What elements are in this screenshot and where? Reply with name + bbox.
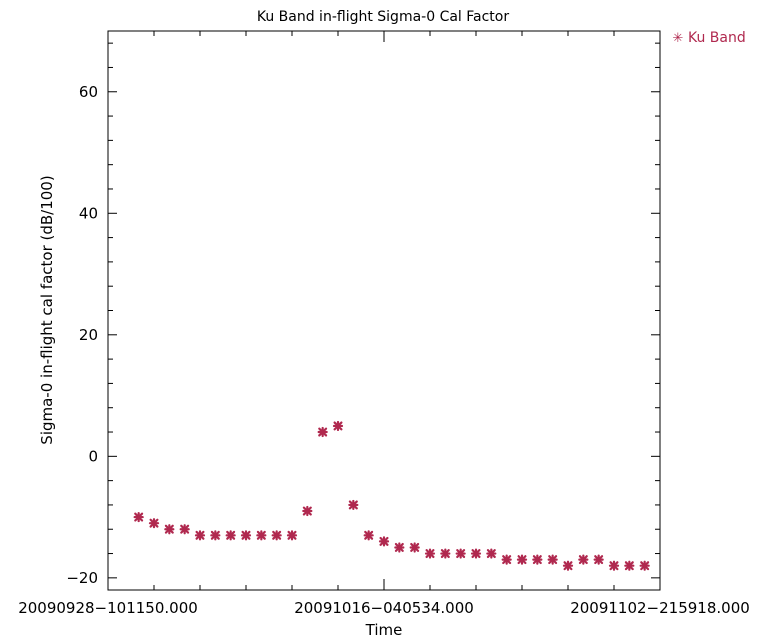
data-point [639, 560, 650, 571]
data-point [547, 554, 558, 565]
data-point [409, 542, 420, 553]
data-point [593, 554, 604, 565]
legend-symbol: ✳ [673, 31, 684, 46]
data-point [562, 560, 574, 571]
data-point [394, 542, 405, 553]
data-point [624, 560, 635, 571]
data-point [532, 554, 543, 565]
y-tick-label: 20 [79, 326, 98, 344]
data-point [286, 530, 298, 541]
data-point [240, 530, 252, 541]
data-point [363, 530, 374, 541]
data-point [378, 536, 390, 547]
data-point [225, 530, 236, 541]
data-point [486, 548, 497, 559]
data-markers [133, 420, 650, 571]
data-point [302, 505, 313, 517]
data-point [148, 518, 160, 529]
y-tick-label: 0 [88, 447, 98, 465]
data-point [332, 420, 344, 432]
legend-label: Ku Band [688, 30, 746, 46]
chart-title: Ku Band in-flight Sigma-0 Cal Factor [257, 9, 510, 25]
data-point [317, 426, 328, 438]
data-point [470, 548, 482, 559]
x-axis-label: Time [365, 621, 403, 639]
y-axis-label: Sigma-0 in-flight cal factor (dB/100) [38, 175, 56, 444]
legend: ✳ Ku Band [673, 30, 746, 46]
data-point [179, 524, 190, 535]
data-point [608, 560, 620, 571]
y-tick-label: 60 [79, 83, 98, 101]
x-tick-label: 20091016−040534.000 [294, 599, 474, 617]
data-point [210, 530, 221, 541]
data-point [501, 554, 512, 565]
data-point [440, 548, 451, 559]
y-tick-label: 40 [79, 204, 98, 222]
data-point [164, 524, 175, 535]
data-point [578, 554, 589, 565]
data-point [256, 530, 267, 541]
y-tick-label: −20 [66, 569, 98, 587]
data-point [133, 511, 144, 523]
data-point [424, 548, 436, 559]
y-axis-ticks: −20 0 20 40 60 [66, 42, 660, 587]
data-point [516, 554, 528, 565]
x-tick-label: 20091102−215918.000 [570, 599, 750, 617]
data-point [194, 530, 206, 541]
data-point [271, 530, 282, 541]
data-point [348, 499, 359, 511]
x-tick-label: 20090928−101150.000 [18, 599, 198, 617]
data-point [455, 548, 466, 559]
x-axis-ticks: 20090928−101150.000 20091016−040534.000 20… [18, 31, 750, 617]
